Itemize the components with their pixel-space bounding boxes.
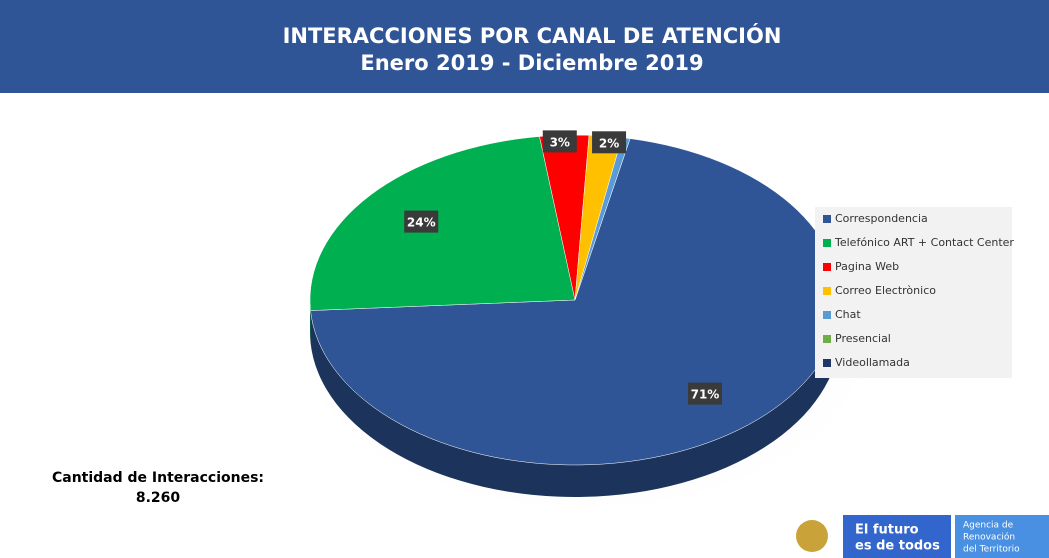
data-label: 2% (592, 131, 627, 154)
coat-of-arms (796, 520, 828, 552)
slogan-line: es de todos (855, 539, 940, 554)
data-label-unit: % (707, 387, 719, 401)
slice (309, 136, 576, 311)
summary-label: Cantidad de Interacciones: (52, 470, 264, 486)
pie: 71%24%3% 2% (309, 130, 841, 498)
legend-label: Correspondencia (835, 212, 928, 225)
agency-line: Agencia de (963, 521, 1014, 531)
slogan-box (843, 515, 951, 558)
data-label-text: 24% (407, 215, 436, 229)
slice-side (310, 300, 840, 498)
data-label-unit: % (424, 215, 436, 229)
agency-box (955, 515, 1049, 558)
agency-line: Renovación (963, 532, 1015, 543)
data-label-value: 71 (691, 387, 708, 401)
legend-label: Presencial (835, 332, 891, 345)
data-label: 71% (687, 382, 722, 405)
data-label-value: 2 (599, 136, 607, 150)
data-label-text: 2% (599, 136, 619, 150)
legend-label: Pagina Web (835, 260, 899, 273)
header-band (0, 0, 1049, 93)
legend-swatch (823, 311, 831, 319)
legend-swatch (823, 335, 831, 343)
legend-swatch (823, 263, 831, 271)
data-label-value: 24 (407, 215, 424, 229)
data-label-text: 71% (691, 387, 720, 401)
slogan-line: El futuro (855, 523, 919, 538)
data-label-value: 3 (550, 135, 558, 149)
data-label: 24% (404, 210, 439, 233)
legend-label: Correo Electrònico (835, 284, 936, 297)
data-label-box (687, 382, 722, 405)
legend-label: Telefónico ART + Contact Center (834, 236, 1014, 249)
data-label-text: 3% (550, 135, 570, 149)
data-label-box (592, 131, 627, 154)
data-label-box (542, 130, 577, 153)
legend-box (815, 207, 1012, 378)
data-label-unit: % (607, 136, 619, 150)
chart-subtitle: Enero 2019 - Diciembre 2019 (360, 51, 703, 75)
legend-swatch (823, 215, 831, 223)
agency-line: del Territorio (963, 545, 1020, 555)
data-label-unit: % (558, 135, 570, 149)
chart-title: INTERACCIONES POR CANAL DE ATENCIÓN (283, 23, 782, 48)
data-label-box (404, 210, 439, 233)
summary-value: 8.260 (136, 490, 181, 506)
data-label: 3% (542, 130, 577, 153)
legend-swatch (823, 239, 831, 247)
legend-label: Videollamada (835, 356, 910, 369)
legend-swatch (823, 287, 831, 295)
legend-label: Chat (835, 308, 861, 321)
legend: Correspondencia Telefónico ART + Contact … (823, 212, 1014, 369)
legend-swatch (823, 359, 831, 367)
